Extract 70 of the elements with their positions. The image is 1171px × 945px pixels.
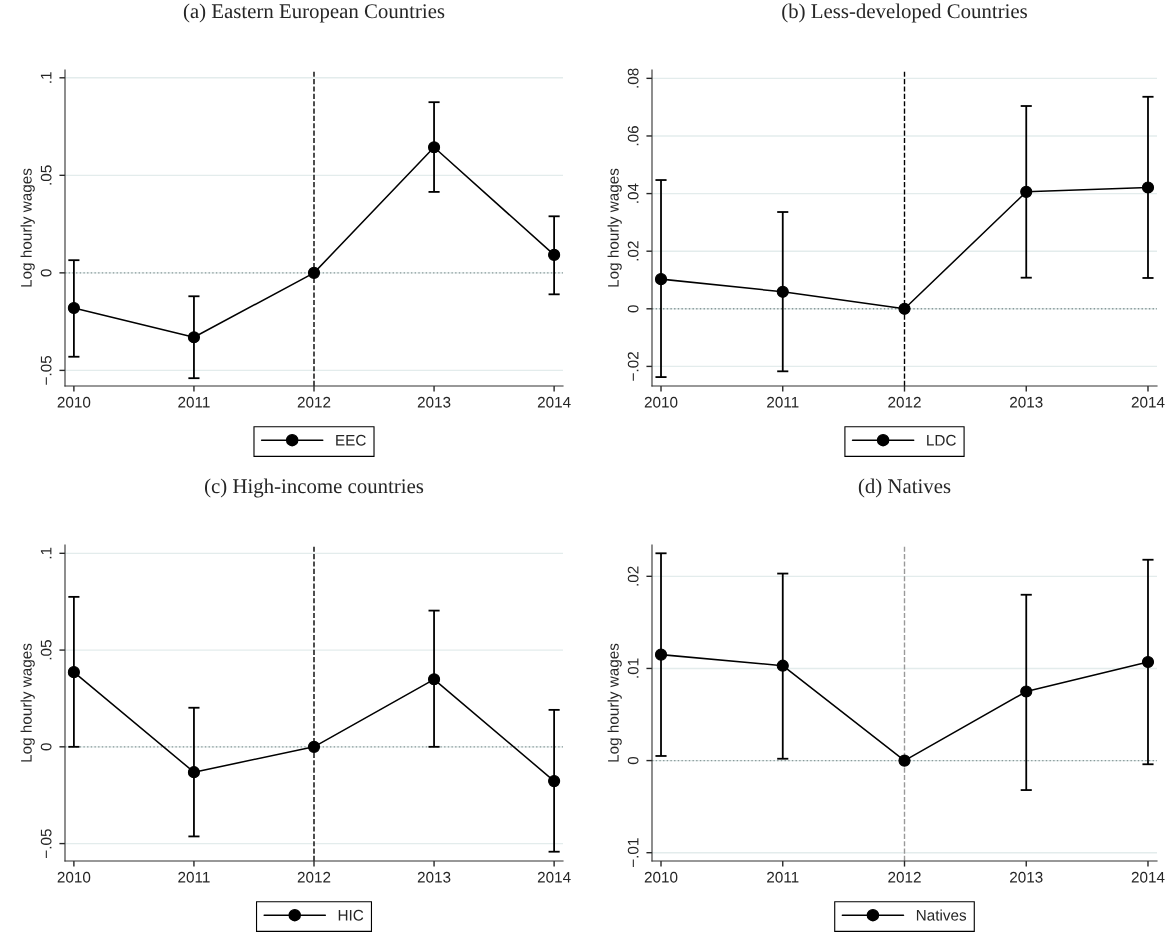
x-tick-label: 2012 [888,396,921,408]
x-tick-label: 2010 [644,871,678,883]
x-tick-label: 2014 [1131,396,1165,408]
y-tick-label: −.05 [40,355,52,385]
x-tick-label: 2010 [57,396,91,408]
point [898,754,911,767]
legend-label: LDC [927,434,956,446]
point [1141,655,1155,669]
y-tick-label: −.01 [627,838,639,868]
x-tick-label: 2011 [178,871,210,883]
x-tick-label: 2010 [57,871,91,883]
y-tick-label: .08 [627,68,639,88]
point [427,673,441,686]
legend-label: EEC [336,434,366,446]
chart-title: (b) Less-developed Countries [782,3,1027,23]
x-tick-label: 2013 [1010,396,1043,408]
y-tick-label: .05 [40,165,52,185]
y-tick-label: .02 [627,566,639,586]
x-tick-label: 2013 [417,396,451,408]
x-tick-label: 2012 [888,871,921,883]
legend-label: HIC [338,909,364,921]
point [307,266,321,279]
y-tick-label: .02 [627,241,639,261]
y-tick-label: .06 [627,126,639,146]
y-tick-label: 0 [627,305,639,313]
x-tick-label: 2014 [537,396,571,408]
y-tick-label: 0 [40,269,52,277]
y-axis-title: Log hourly wages [607,168,622,287]
y-tick-label: .05 [40,640,52,660]
x-tick-label: 2011 [178,396,210,408]
x-tick-label: 2010 [644,396,678,408]
y-axis-title: Log hourly wages [20,643,35,762]
point [1020,685,1033,698]
y-tick-label: .04 [627,183,639,203]
y-axis-title: Log hourly wages [607,643,622,762]
chart-title: (c) High-income countries [205,478,424,498]
point [187,331,201,344]
y-tick-label: .01 [627,658,639,678]
chart-title: (a) Eastern European Countries [183,3,445,23]
x-tick-label: 2011 [767,396,799,408]
y-tick-label: 0 [627,756,639,765]
y-tick-label: −.02 [627,352,639,381]
point [776,659,789,672]
x-tick-label: 2014 [1131,871,1165,883]
x-tick-label: 2013 [417,871,451,883]
point [427,141,441,154]
point [654,648,668,661]
x-tick-label: 2011 [767,871,799,883]
y-axis-title: Log hourly wages [20,168,35,287]
y-tick-label: .1 [40,72,52,83]
point [548,248,561,261]
point [67,301,80,315]
y-tick-label: 0 [40,743,52,751]
point [67,666,80,679]
y-tick-label: .1 [40,547,52,559]
point [187,766,201,779]
x-tick-label: 2014 [537,871,571,883]
point [1141,181,1155,194]
point [307,740,321,753]
point [1020,185,1033,198]
legend-label: Natives [916,909,967,921]
x-tick-label: 2013 [1010,871,1043,883]
y-tick-label: −.05 [40,829,52,858]
point [548,775,561,788]
x-tick-label: 2012 [297,396,331,408]
point [654,273,668,286]
point [898,302,911,315]
chart-title: (d) Natives [858,478,951,498]
x-tick-label: 2012 [297,871,331,883]
point [776,285,789,298]
